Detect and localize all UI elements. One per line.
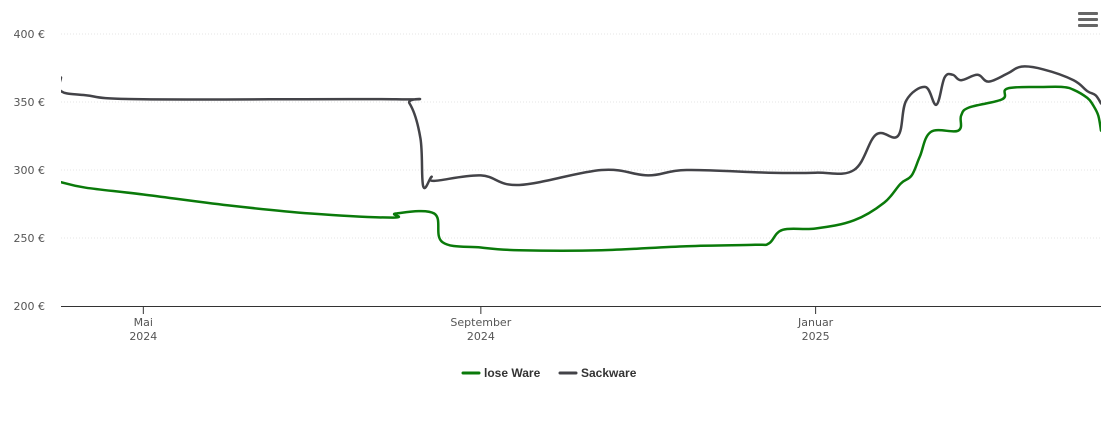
y-tick-label: 400 € — [14, 28, 46, 41]
y-tick-label: 300 € — [14, 164, 46, 177]
legend-label: Sackware — [581, 366, 637, 380]
x-tick-year: 2024 — [467, 330, 495, 343]
series-line-sackware — [61, 65, 1101, 190]
grid-lines — [61, 33, 1101, 239]
legend: lose Ware Sackware — [461, 366, 637, 380]
y-tick-label: 200 € — [14, 300, 46, 313]
y-axis-ticks: 200 € 250 € 300 € 350 € 400 € — [14, 28, 46, 313]
legend-label: lose Ware — [484, 366, 541, 380]
series-lines — [61, 65, 1101, 252]
menu-bar — [1078, 12, 1098, 15]
x-tick-month: Mai — [134, 316, 153, 329]
menu-bar — [1078, 24, 1098, 27]
y-tick-label: 350 € — [14, 96, 46, 109]
x-tick-month: Januar — [797, 316, 834, 329]
y-tick-label: 250 € — [14, 232, 46, 245]
series-line-lose-ware — [61, 85, 1101, 252]
x-tick-year: 2024 — [129, 330, 157, 343]
menu-bar — [1078, 18, 1098, 21]
legend-item[interactable]: lose Ware — [461, 366, 541, 380]
legend-item[interactable]: Sackware — [558, 366, 637, 380]
hamburger-menu-icon[interactable] — [1078, 12, 1098, 30]
x-tick-year: 2025 — [802, 330, 830, 343]
x-tick-month: September — [450, 316, 511, 329]
